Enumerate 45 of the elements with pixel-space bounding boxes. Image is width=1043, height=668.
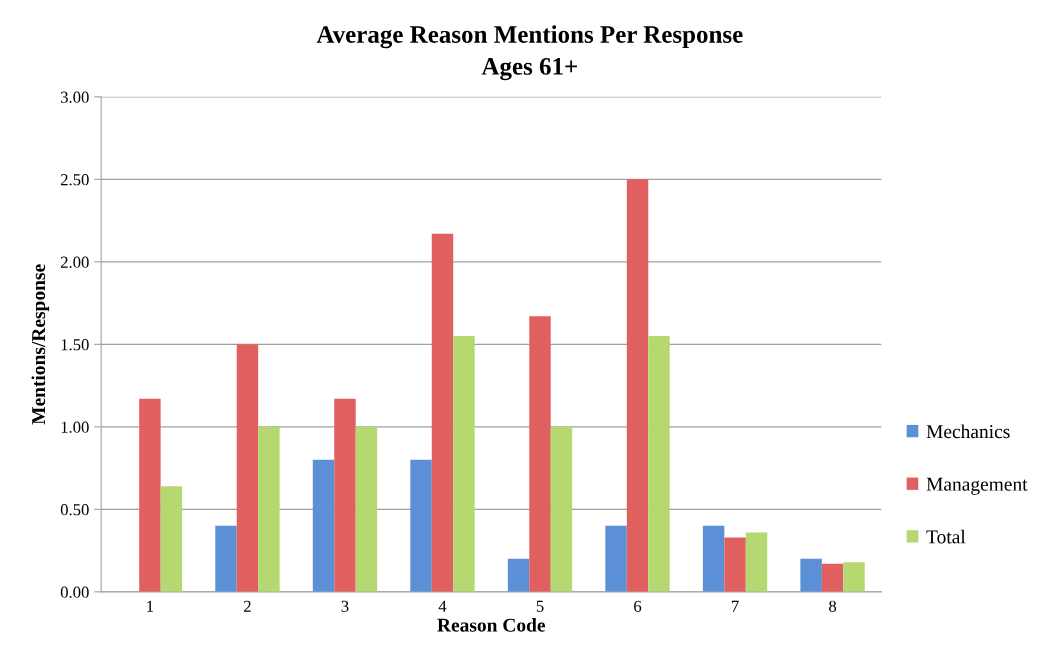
y-tick-label: 0.00 xyxy=(60,586,89,598)
bar xyxy=(236,344,259,592)
x-tick-label: 6 xyxy=(634,600,642,612)
bar xyxy=(258,426,280,592)
bar xyxy=(724,537,746,592)
y-axis-title: Mentions/Response xyxy=(31,264,50,425)
x-tick-label: 8 xyxy=(829,600,837,612)
x-tick-label: 2 xyxy=(244,600,251,612)
bar xyxy=(745,532,768,592)
bar xyxy=(800,558,822,592)
bar xyxy=(160,486,183,592)
bar xyxy=(550,426,573,592)
x-tick-label: 3 xyxy=(341,600,349,612)
bar xyxy=(334,398,356,592)
bar xyxy=(215,525,237,592)
bar xyxy=(702,525,725,592)
y-tick-label: 3.00 xyxy=(61,91,89,103)
x-tick-label: 4 xyxy=(438,600,447,612)
y-tick-label: 0.50 xyxy=(60,504,89,516)
x-tick-label: 5 xyxy=(536,600,544,612)
bar xyxy=(312,459,335,592)
y-tick-label: 1.00 xyxy=(61,421,89,433)
bar xyxy=(453,336,475,592)
bar xyxy=(507,558,530,592)
x-tick-label: 1 xyxy=(147,600,154,612)
bar xyxy=(139,398,161,592)
y-tick-label: 1.50 xyxy=(61,339,89,351)
bar xyxy=(821,563,844,592)
y-tick-label: 2.00 xyxy=(60,256,89,268)
bar xyxy=(605,525,627,592)
legend-label: Management xyxy=(926,477,1028,495)
chart-title: Average Reason Mentions Per Response xyxy=(316,25,743,49)
bar xyxy=(648,336,670,592)
y-tick-label: 2.50 xyxy=(60,174,89,186)
bar xyxy=(529,316,551,592)
bar xyxy=(626,179,649,592)
legend-label: Total xyxy=(926,529,966,544)
legend-label: Mechanics xyxy=(926,424,1010,439)
chart-subtitle: Ages 61+ xyxy=(481,58,577,81)
bar xyxy=(431,233,454,592)
bar xyxy=(355,426,378,592)
bar xyxy=(843,562,865,592)
x-axis-title: Reason Code xyxy=(437,618,546,632)
bar xyxy=(410,459,432,592)
x-tick-label: 7 xyxy=(731,600,739,612)
